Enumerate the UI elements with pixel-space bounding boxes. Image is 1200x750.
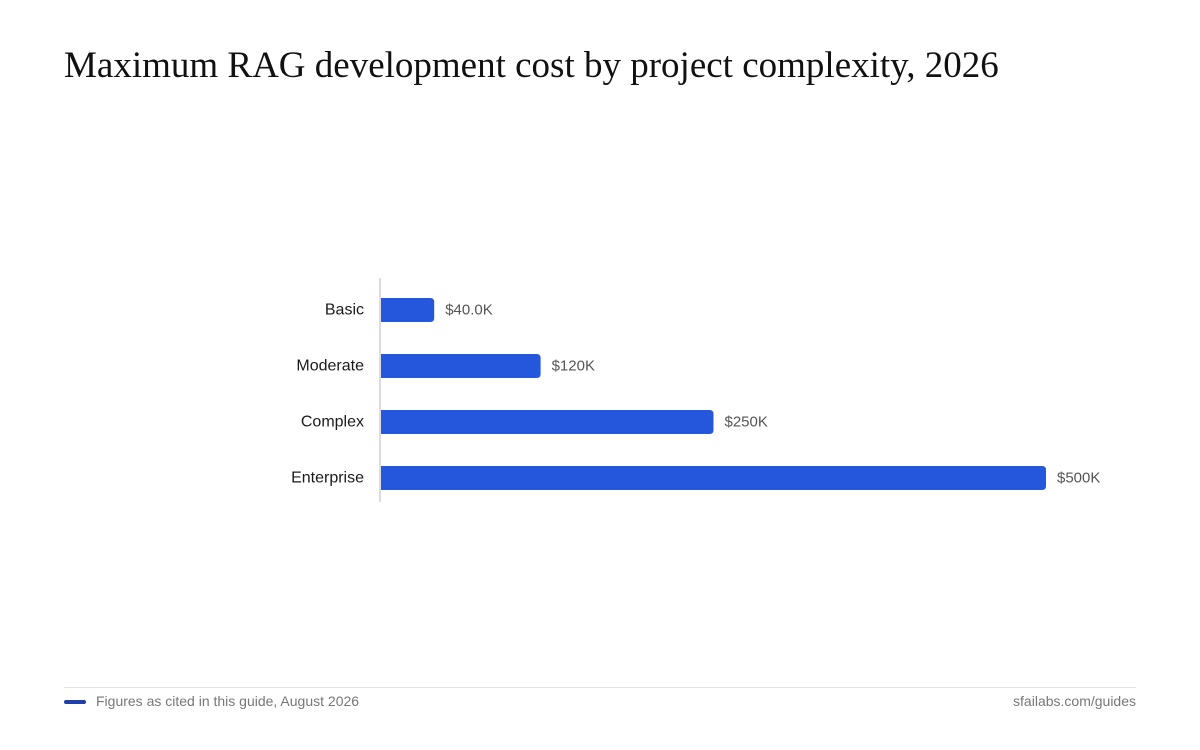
footer-source[interactable]: sfailabs.com/guides <box>1013 693 1136 709</box>
bar-complex <box>381 410 714 434</box>
footer-divider <box>64 687 1136 688</box>
chart-title: Maximum RAG development cost by project … <box>64 45 999 86</box>
category-label-enterprise: Enterprise <box>291 470 364 487</box>
value-label-enterprise: $500K <box>1057 470 1100 487</box>
category-label-basic: Basic <box>325 302 364 319</box>
bar-enterprise <box>381 466 1046 490</box>
category-label-complex: Complex <box>301 414 364 431</box>
bars-group: Basic $40.0K Moderate $120K Complex $250K Ente… <box>291 298 1100 490</box>
legend-swatch <box>64 700 86 704</box>
value-label-complex: $250K <box>725 414 768 431</box>
category-label-moderate: Moderate <box>296 358 364 375</box>
footer-note: Figures as cited in this guide, August 2… <box>96 693 360 709</box>
bar-moderate <box>381 354 541 378</box>
bar-basic <box>381 298 435 322</box>
value-label-moderate: $120K <box>552 358 595 375</box>
value-label-basic: $40.0K <box>445 302 493 319</box>
